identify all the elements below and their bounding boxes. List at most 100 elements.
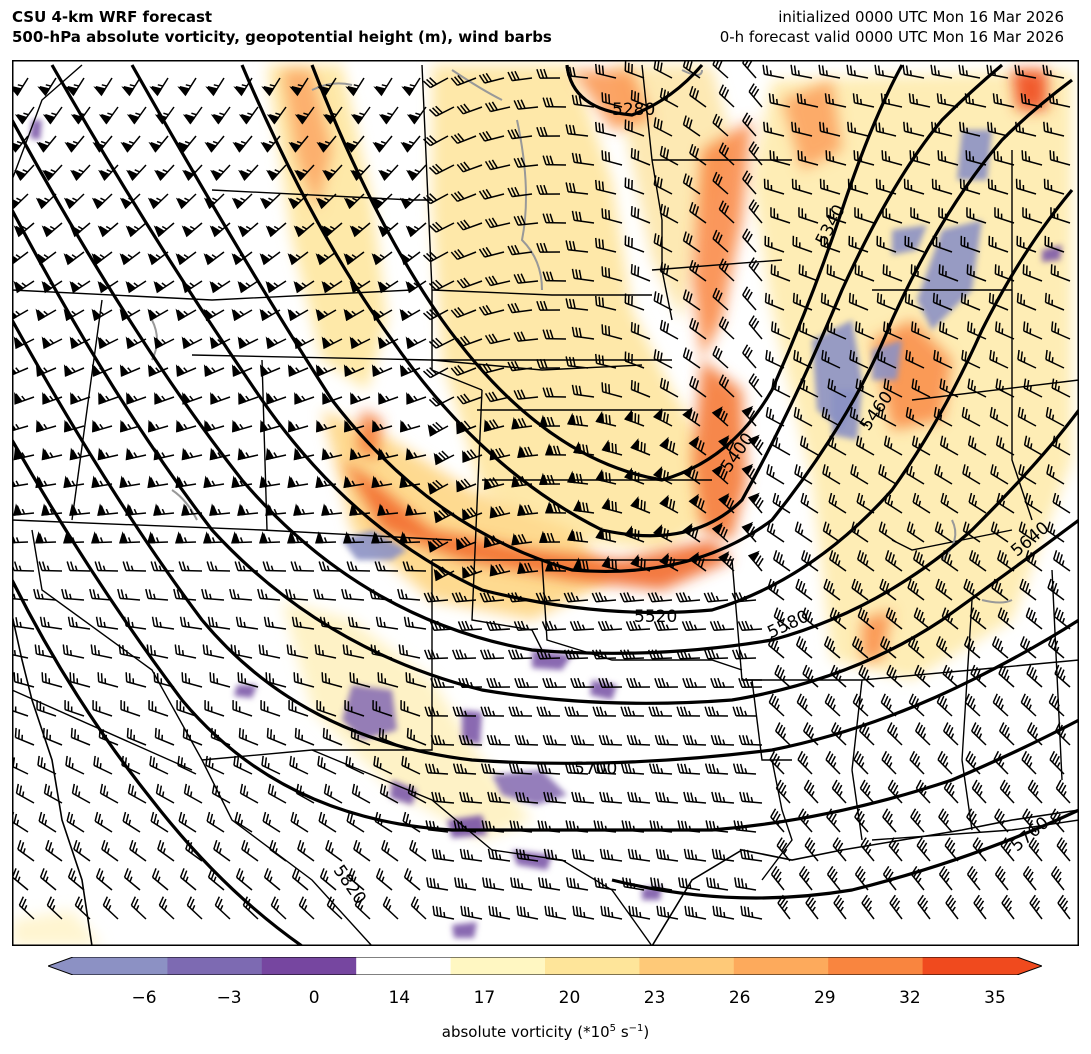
wind-barb [353,839,371,862]
wind-barb [344,700,365,717]
wind-barb [317,755,337,775]
wind-barb [377,447,399,461]
wind-barb [908,93,931,108]
wind-barb [181,672,203,688]
wind-barb [907,636,925,659]
wind-barb [125,447,147,461]
wind-barb [792,292,813,311]
wind-barb [399,364,421,377]
wind-barb [349,280,371,294]
wind-barb [1021,150,1043,166]
wind-barb [93,77,113,97]
wind-barb [591,649,617,660]
wind-barb [456,536,477,551]
wind-barb [630,379,651,398]
wind-barb [349,222,371,238]
wind-barb [594,121,617,137]
wind-barb [315,308,337,322]
wind-barb [742,112,757,137]
wind-barb [317,77,337,97]
wind-barb [91,531,113,544]
wind-barb [563,649,589,660]
wind-barb [988,235,1009,253]
wind-barb [456,393,483,405]
wind-barb [486,734,511,746]
wind-barb [181,222,203,238]
wind-barb [318,561,343,572]
wind-barb [911,378,931,398]
wind-barb [513,331,539,342]
wind-barb [234,561,259,572]
wind-barb [689,375,707,398]
wind-barb [42,106,63,125]
wind-barb [287,364,309,377]
wind-barb [903,178,925,195]
wind-barb [793,407,813,427]
wind-barb [457,620,483,631]
wind-barb [478,246,505,258]
wind-barb [175,531,197,544]
wind-barb [345,755,365,775]
wind-barb [825,750,841,775]
wind-barb [293,280,315,294]
wind-barb [202,644,225,659]
wind-barb [876,292,897,311]
wind-barb [652,466,673,485]
wind-barb [711,464,729,485]
wind-barb [231,531,253,544]
wind-barb [406,106,427,125]
wind-barb [315,475,337,489]
wind-barb [459,848,483,862]
wind-barb [232,135,253,153]
wind-barb [824,93,847,108]
wind-barb [35,308,57,322]
wind-barb [884,492,903,514]
wind-barb [819,121,841,137]
wind-barb [961,349,981,369]
wind-barb [823,636,841,659]
wind-barb [262,561,287,572]
wind-barb [42,164,63,181]
wind-barb [796,93,819,108]
forecast-time-info: initialized 0000 UTC Mon 16 Mar 2026 0-h… [720,7,1064,47]
wind-barb [203,251,225,266]
wind-barb [36,700,57,717]
wind-barb [824,693,841,717]
wind-barb [718,258,735,282]
wind-barb [204,135,225,153]
wind-barb [536,706,561,717]
wind-barb [480,763,505,775]
wind-barb [1045,407,1065,427]
vorticity-map: 5280 5340 5400 5460 5520 5580 5640 5700 … [12,60,1079,946]
wind-barb [858,664,875,688]
wind-barb [507,649,533,660]
wind-barb [829,550,847,572]
wind-barb [544,443,567,456]
wind-barb [850,521,869,543]
wind-barb [1000,837,1015,862]
wind-barb [1022,321,1043,340]
wind-barb [659,261,679,282]
wind-barb [654,734,679,746]
wind-barb [878,464,897,485]
wind-barb [288,700,309,717]
wind-barb [1043,121,1065,137]
wind-barb [771,378,791,398]
wind-barb [906,521,925,543]
wind-barb [203,531,225,544]
wind-barb [763,121,785,137]
wind-barb [403,616,427,630]
wind-barb [371,193,393,210]
wind-barb [489,563,511,577]
wind-barb [259,193,281,210]
wind-barb [69,503,91,516]
wind-barb [507,244,533,256]
wind-barb [480,706,505,717]
wind-barb [119,531,141,544]
wind-barb [937,150,959,166]
wind-barb [176,700,197,717]
colorbar-cell [828,957,924,975]
wind-barb [126,106,147,125]
wind-barb [35,475,57,489]
wind-barb [409,839,427,862]
